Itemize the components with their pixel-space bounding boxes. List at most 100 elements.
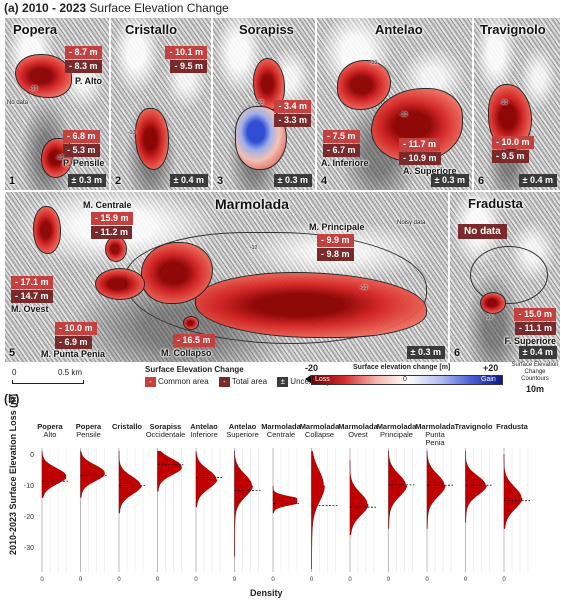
map-cristallo: Cristallo - 10.1 m - 9.5 m ± 0.4 m 2: [110, 17, 212, 191]
x-tick-label: 0: [117, 577, 121, 583]
x-tick-label: 0: [40, 577, 44, 583]
contour-label: -10: [500, 100, 508, 106]
y-tick-label: -30: [24, 545, 34, 552]
series-subname: Alto: [43, 430, 57, 439]
glacier-label: M. Ovest: [11, 304, 49, 314]
colorbar-mid: 0: [403, 376, 407, 383]
contour-label: -10: [128, 130, 136, 136]
series-subname: Occidentale: [145, 430, 186, 439]
glacier-label: P. Alto: [75, 76, 103, 86]
map-title: Antelao: [375, 22, 423, 37]
contour-label: -10: [250, 245, 258, 251]
badge-common: - 3.4 m: [274, 100, 311, 113]
series-subname: Superiore: [226, 430, 259, 439]
density-column-title: Popera Pensile: [69, 423, 109, 439]
series-name: Marmolada: [338, 422, 378, 431]
badge-total: - 3.3 m: [274, 114, 311, 127]
density-curve: [118, 451, 142, 514]
badge-total: - 11.1 m: [514, 322, 556, 335]
series-subname: Principale: [380, 430, 413, 439]
no-data-badge: No data: [458, 224, 507, 239]
contour-label: -10: [485, 315, 493, 321]
title-text: Surface Elevation Change: [89, 1, 229, 15]
density-curve: [272, 485, 298, 514]
map-number: 4: [321, 175, 328, 187]
glacier-label: M. Collapso: [161, 348, 212, 358]
density-column-title: Marmolada Punta Penia: [415, 423, 455, 447]
x-tick-label: 0: [79, 577, 83, 583]
series-name: Marmolada: [299, 422, 340, 431]
title-years: 2010 - 2023: [22, 1, 87, 15]
glacier-label: A. Inferiore: [321, 158, 369, 168]
glacier-label: M. Principale: [309, 222, 365, 232]
badge-common: - 9.9 m: [317, 234, 354, 247]
map-title: Travignolo: [480, 22, 546, 37]
no-data-note: No data: [7, 100, 29, 106]
density-column-title: Marmolada Collapse: [300, 423, 340, 439]
glacier-m-principale: [195, 272, 427, 338]
glacier-p-alto: [15, 54, 72, 98]
legend-common: Common area: [158, 377, 209, 387]
density-column-title: Antelao Inferiore: [184, 423, 224, 439]
badge-common: - 10.0 m: [492, 136, 534, 149]
density-column-title: Travignolo: [454, 423, 494, 431]
glacier-label: A. Superiore: [403, 166, 457, 176]
badge-common: - 17.1 m: [11, 276, 53, 289]
map-number: 1: [9, 175, 16, 187]
map-number: 2: [115, 175, 122, 187]
colorbar-max: +20: [483, 363, 499, 373]
glacier-m-collapso: [183, 316, 199, 330]
badge-common: - 7.5 m: [323, 130, 360, 143]
badge-common: - 10.1 m: [165, 46, 207, 59]
density-column-title: Sorapiss Occidentale: [146, 423, 186, 439]
glacier-m-punta-penia-lower: [95, 268, 145, 300]
series-name: Popera: [75, 422, 102, 431]
scale-start: 0: [12, 368, 17, 377]
swatch-total: -: [218, 377, 230, 387]
series-name: Fradusta: [496, 422, 528, 431]
series-subname: Ovest: [348, 430, 368, 439]
badge-common: - 10.0 m: [55, 322, 97, 335]
map-number: 3: [217, 175, 224, 187]
glacier-outline: [470, 246, 548, 304]
y-tick-label: -20: [24, 514, 34, 521]
contour-label: -10: [360, 285, 368, 291]
badge-common: - 8.7 m: [65, 46, 102, 59]
map-number: 6: [454, 347, 461, 359]
x-tick-label: 0: [233, 577, 237, 583]
x-tick-label: 0: [348, 577, 352, 583]
y-tick-label: -10: [24, 483, 34, 490]
badge-total: - 9.8 m: [317, 248, 354, 261]
x-tick-label: 0: [502, 577, 506, 583]
map-number: 5: [9, 347, 16, 359]
contour-label: -10: [256, 100, 264, 106]
figure-title: (a) 2010 - 2023 Surface Elevation Change: [4, 1, 229, 15]
x-tick-label: 0: [425, 577, 429, 583]
map-title: Marmolada: [215, 196, 289, 212]
glacier-m-punta-penia: [141, 242, 213, 304]
badge-total: - 14.7 m: [11, 290, 53, 303]
badge-total: - 9.5 m: [492, 150, 529, 163]
glacier-cristallo: [135, 108, 169, 170]
density-column-title: Fradusta: [492, 423, 532, 431]
map-title: Fradusta: [468, 196, 523, 211]
badge-uncertainty: ± 0.3 m: [430, 174, 469, 187]
badge-total: - 10.9 m: [399, 152, 441, 165]
swatch-uncertainty: ±: [277, 377, 289, 387]
map-antelao: Antelao - 7.5 m - 6.7 m A. Inferiore - 1…: [316, 17, 473, 191]
badge-common: - 15.0 m: [514, 308, 556, 321]
series-name: Popera: [37, 422, 63, 431]
contour-label: -10: [56, 155, 64, 161]
series-name: Marmolada: [415, 422, 455, 431]
badge-total: - 6.7 m: [323, 144, 360, 157]
badge-total: - 6.9 m: [55, 336, 92, 349]
colorbar-gain: Gain: [481, 376, 496, 383]
colorbar-min: -20: [305, 363, 319, 373]
x-tick-label: 0: [464, 577, 468, 583]
swatch-common: -: [145, 377, 156, 387]
contour-label: -10: [30, 86, 38, 92]
density-curve: [465, 451, 487, 523]
density-column-title: Antelao Superiore: [223, 423, 263, 439]
badge-common: - 16.5 m: [173, 334, 215, 347]
